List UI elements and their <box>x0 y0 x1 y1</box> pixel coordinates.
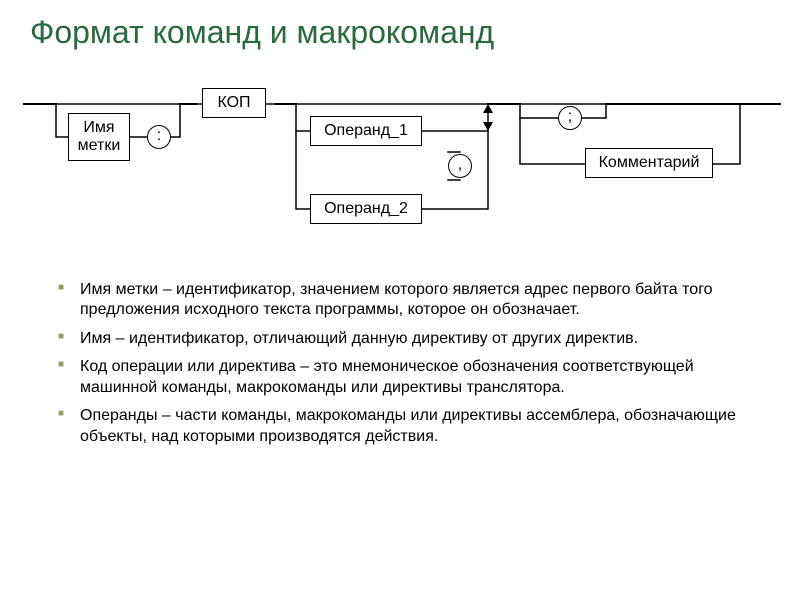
node-label-name: Имяметки <box>68 113 130 161</box>
node-comment: Комментарий <box>585 148 713 178</box>
node-colon: : <box>147 125 171 149</box>
bullet-item: Имя – идентификатор, отличающий данную д… <box>58 329 766 349</box>
node-operand-1: Операнд_1 <box>310 116 422 146</box>
node-opcode: КОП <box>202 88 266 118</box>
bullet-item: Код операции или директива – это мнемони… <box>58 357 766 398</box>
bullet-item: Имя метки – идентификатор, значением кот… <box>58 280 766 321</box>
bullet-list: Имя метки – идентификатор, значением кот… <box>58 280 766 455</box>
page-title: Формат команд и макрокоманд <box>30 14 494 51</box>
node-operand-2: Операнд_2 <box>310 194 422 224</box>
node-comma: , <box>448 154 472 178</box>
node-semicolon: ; <box>558 106 582 130</box>
bullet-item: Операнды – части команды, макрокоманды и… <box>58 406 766 447</box>
